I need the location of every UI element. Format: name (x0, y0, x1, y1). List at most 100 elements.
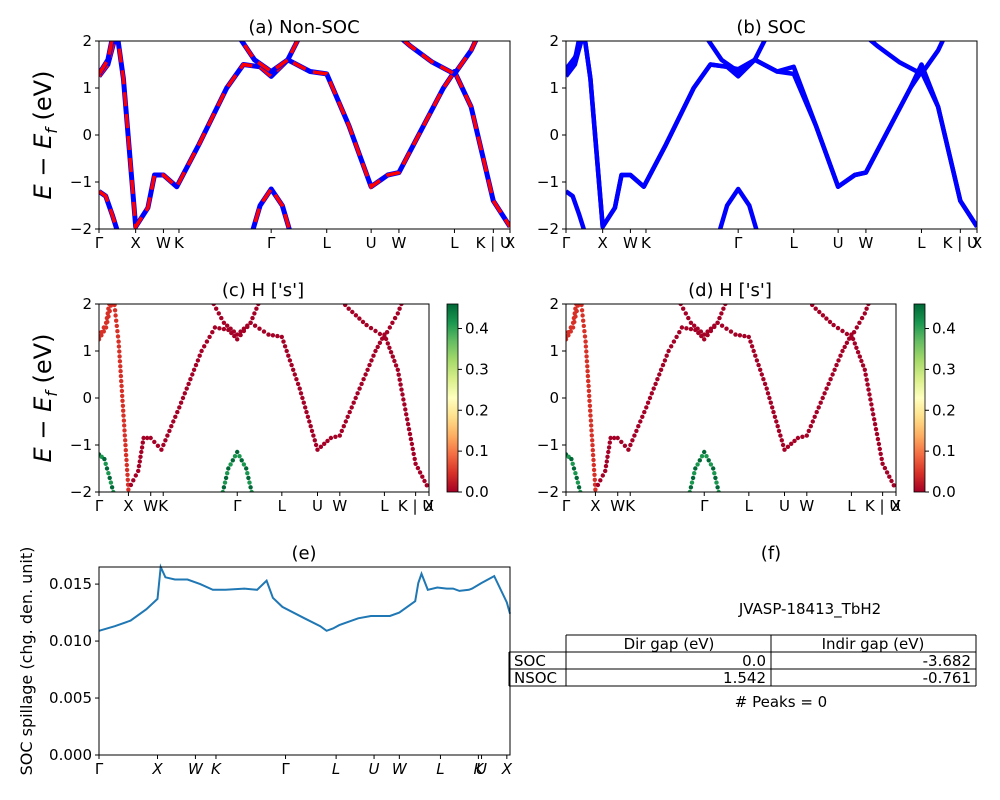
x-tick-label: X (972, 234, 982, 252)
projection-point (409, 441, 415, 447)
projection-point (106, 306, 111, 311)
projection-point (355, 391, 360, 396)
projection-point (163, 438, 168, 443)
projection-point (247, 480, 252, 485)
projection-point (820, 395, 825, 401)
projection-point (219, 315, 224, 321)
projection-point (117, 354, 122, 359)
y-tick-label: 0 (82, 126, 92, 144)
projection-point (834, 362, 839, 368)
projection-point (756, 362, 761, 368)
y-tick-label: 1 (549, 342, 559, 360)
projection-point (603, 468, 608, 474)
projection-point (116, 344, 122, 349)
projection-point (195, 358, 201, 363)
colorbar-tick-label: 0.3 (932, 360, 956, 378)
projection-point (712, 471, 717, 476)
projection-point (589, 433, 594, 438)
y-tick-label: 2 (549, 32, 559, 50)
y-tick-label: 0 (549, 126, 559, 144)
projection-point (820, 313, 826, 318)
projection-point (401, 297, 405, 301)
projection-point (228, 326, 233, 331)
band-line-blue (99, 41, 510, 229)
projection-point (360, 319, 366, 325)
projection-point (653, 381, 658, 387)
projection-point (363, 372, 368, 377)
panel-a-non-soc: (a) Non-SOC 210−1−2Γ X W K Γ L U W L K | UX (70, 17, 515, 252)
projection-point (604, 459, 609, 464)
projection-point (371, 353, 376, 358)
projection-point (628, 442, 633, 448)
projection-point (699, 454, 705, 459)
colorbar-tick-label: 0.1 (465, 442, 489, 460)
projection-point (649, 391, 654, 396)
projection-point (796, 288, 800, 292)
panel-d-points (566, 288, 896, 492)
projection-point (171, 419, 176, 424)
projection-point (114, 323, 120, 329)
projection-point (115, 334, 121, 339)
projection-point (862, 367, 867, 372)
projection-point (399, 304, 404, 307)
projection-point (328, 435, 334, 441)
projection-point (575, 480, 581, 485)
projection-point (580, 313, 585, 318)
projection-point (566, 334, 569, 340)
projection-point (332, 292, 336, 296)
projection-point (217, 504, 221, 508)
panel-b-bands (566, 41, 977, 229)
projection-point (582, 334, 588, 339)
projection-point (751, 348, 756, 354)
projection-point (221, 326, 227, 332)
projection-point (748, 339, 753, 344)
projection-point (590, 452, 596, 458)
projection-point (765, 391, 771, 396)
x-tick-label: Γ (700, 497, 709, 515)
colorbar-tick-label: 0.4 (932, 320, 956, 338)
y-tick-label: 0 (82, 389, 92, 407)
projection-point (122, 423, 127, 428)
projection-point (688, 320, 694, 325)
table-header-indir: Indir gap (eV) (822, 635, 925, 653)
x-tick-label: W (623, 234, 638, 252)
projection-point (177, 405, 182, 410)
projection-point (584, 359, 590, 364)
projection-point (219, 495, 223, 499)
projection-point (874, 431, 880, 437)
x-tick-label: X (123, 497, 133, 515)
projection-point (377, 331, 383, 337)
projection-point (714, 480, 719, 485)
projection-point (572, 311, 577, 316)
projection-point (351, 400, 356, 405)
y-tick-label: −2 (70, 483, 92, 501)
projection-point (217, 326, 222, 331)
x-tick-label: Γ (267, 234, 276, 252)
projection-point (424, 483, 429, 488)
projection-point (184, 386, 189, 391)
projection-point (583, 339, 588, 344)
projection-point (571, 466, 577, 471)
projection-point (286, 353, 291, 358)
projection-point (119, 378, 124, 384)
projection-point (345, 414, 350, 419)
projection-point (204, 288, 208, 292)
projection-point (392, 315, 398, 321)
projection-point (214, 306, 219, 311)
projection-point (884, 470, 890, 475)
x-tick-label: Γ (233, 497, 242, 515)
x-tick-label: W (143, 497, 158, 515)
projection-point (587, 393, 592, 399)
x-tick-label: K | U (476, 234, 511, 252)
projection-point (207, 334, 212, 340)
projection-point (864, 306, 869, 311)
projection-point (216, 311, 221, 316)
projection-point (230, 458, 235, 463)
x-tick-label: K (641, 234, 652, 252)
x-tick-label: W (610, 497, 625, 515)
projection-point (660, 362, 666, 368)
projection-point (690, 475, 696, 481)
panel-e-line (98, 563, 511, 632)
